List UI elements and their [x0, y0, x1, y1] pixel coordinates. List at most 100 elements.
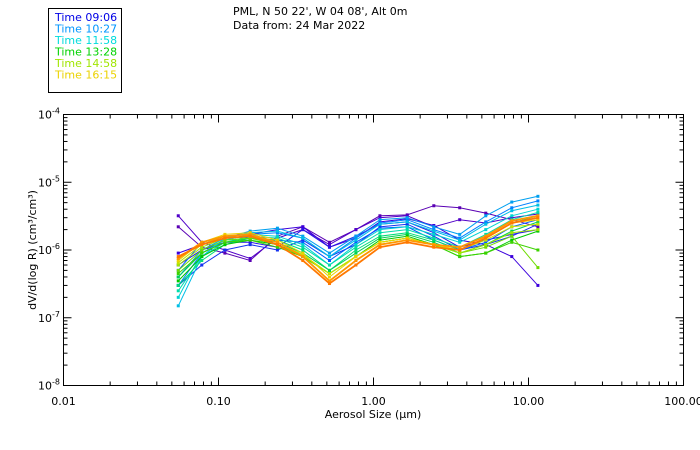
data-point — [536, 214, 540, 218]
data-point — [327, 282, 331, 286]
data-point — [301, 245, 305, 249]
y-tick-label: 10-4 — [38, 107, 60, 122]
x-tick-label: 10.00 — [513, 395, 545, 408]
data-point — [405, 234, 409, 238]
data-point — [176, 295, 180, 299]
data-point — [327, 271, 331, 275]
data-point — [176, 263, 180, 267]
data-point — [510, 221, 514, 225]
data-point — [432, 238, 436, 242]
data-point — [200, 243, 204, 247]
data-point — [354, 248, 358, 252]
data-point — [200, 248, 204, 252]
data-point — [354, 255, 358, 259]
data-point — [301, 255, 305, 259]
data-point — [275, 231, 279, 235]
data-point — [378, 231, 382, 235]
data-point — [484, 245, 488, 249]
data-point — [223, 236, 227, 240]
data-point — [378, 240, 382, 244]
legend-entry: Time 16:15 — [54, 69, 117, 82]
data-point — [536, 207, 540, 211]
data-point — [458, 232, 462, 236]
data-point — [223, 251, 227, 255]
data-point — [275, 236, 279, 240]
data-point — [405, 228, 409, 232]
data-point — [405, 231, 409, 235]
data-point — [248, 234, 252, 238]
data-point — [301, 234, 305, 238]
data-point — [176, 271, 180, 275]
series-line — [177, 215, 539, 286]
data-point — [176, 304, 180, 308]
legend-entry: Time 11:58 — [54, 34, 117, 47]
data-point — [510, 225, 514, 229]
data-point — [301, 228, 305, 232]
data-point — [354, 228, 358, 232]
data-point — [484, 240, 488, 244]
data-point — [510, 238, 514, 242]
data-point — [301, 253, 305, 257]
data-point — [510, 206, 514, 210]
data-point — [248, 258, 252, 262]
data-point — [176, 275, 180, 279]
data-point — [176, 258, 180, 262]
data-point — [223, 232, 227, 236]
data-point — [536, 228, 540, 232]
data-point — [432, 236, 436, 240]
data-point — [378, 234, 382, 238]
data-point — [248, 243, 252, 247]
data-point — [432, 240, 436, 244]
data-point — [536, 229, 540, 233]
data-point — [354, 251, 358, 255]
data-point — [275, 234, 279, 238]
data-point — [223, 248, 227, 252]
x-tick-label: 0.01 — [51, 395, 76, 408]
data-point — [275, 226, 279, 230]
data-point — [327, 255, 331, 259]
data-point — [432, 229, 436, 233]
data-point — [176, 251, 180, 255]
data-point — [354, 238, 358, 242]
x-tick-label: 100.00 — [664, 395, 700, 408]
data-point — [275, 245, 279, 249]
data-point — [484, 232, 488, 236]
data-point — [200, 251, 204, 255]
data-point — [248, 238, 252, 242]
data-point — [458, 248, 462, 252]
legend-entry: Time 09:06 — [54, 11, 117, 24]
series-time-16-45 — [176, 216, 540, 286]
data-point — [301, 251, 305, 255]
data-point — [248, 236, 252, 240]
data-point — [327, 279, 331, 283]
data-point — [458, 218, 462, 222]
data-point — [484, 251, 488, 255]
data-point — [458, 251, 462, 255]
data-point — [378, 214, 382, 218]
data-point — [223, 243, 227, 247]
data-point — [510, 209, 514, 213]
chart-title-date: Data from: 24 Mar 2022 — [233, 19, 365, 32]
x-tick-label: 0.10 — [206, 395, 231, 408]
data-point — [484, 214, 488, 218]
data-point — [200, 240, 204, 244]
data-point — [327, 263, 331, 267]
data-point — [248, 232, 252, 236]
data-point — [327, 275, 331, 279]
legend-entry: Time 13:28 — [54, 46, 117, 59]
data-point — [510, 229, 514, 233]
data-point — [354, 234, 358, 238]
series-time-16-30 — [176, 214, 540, 283]
data-point — [248, 229, 252, 233]
data-point — [378, 243, 382, 247]
data-point — [378, 222, 382, 226]
data-point — [510, 216, 514, 220]
data-point — [176, 283, 180, 287]
data-point — [536, 199, 540, 203]
data-point — [432, 234, 436, 238]
legend-entry: Time 14:58 — [54, 57, 117, 70]
data-point — [484, 238, 488, 242]
data-point — [354, 258, 358, 262]
plot-area — [63, 114, 684, 386]
